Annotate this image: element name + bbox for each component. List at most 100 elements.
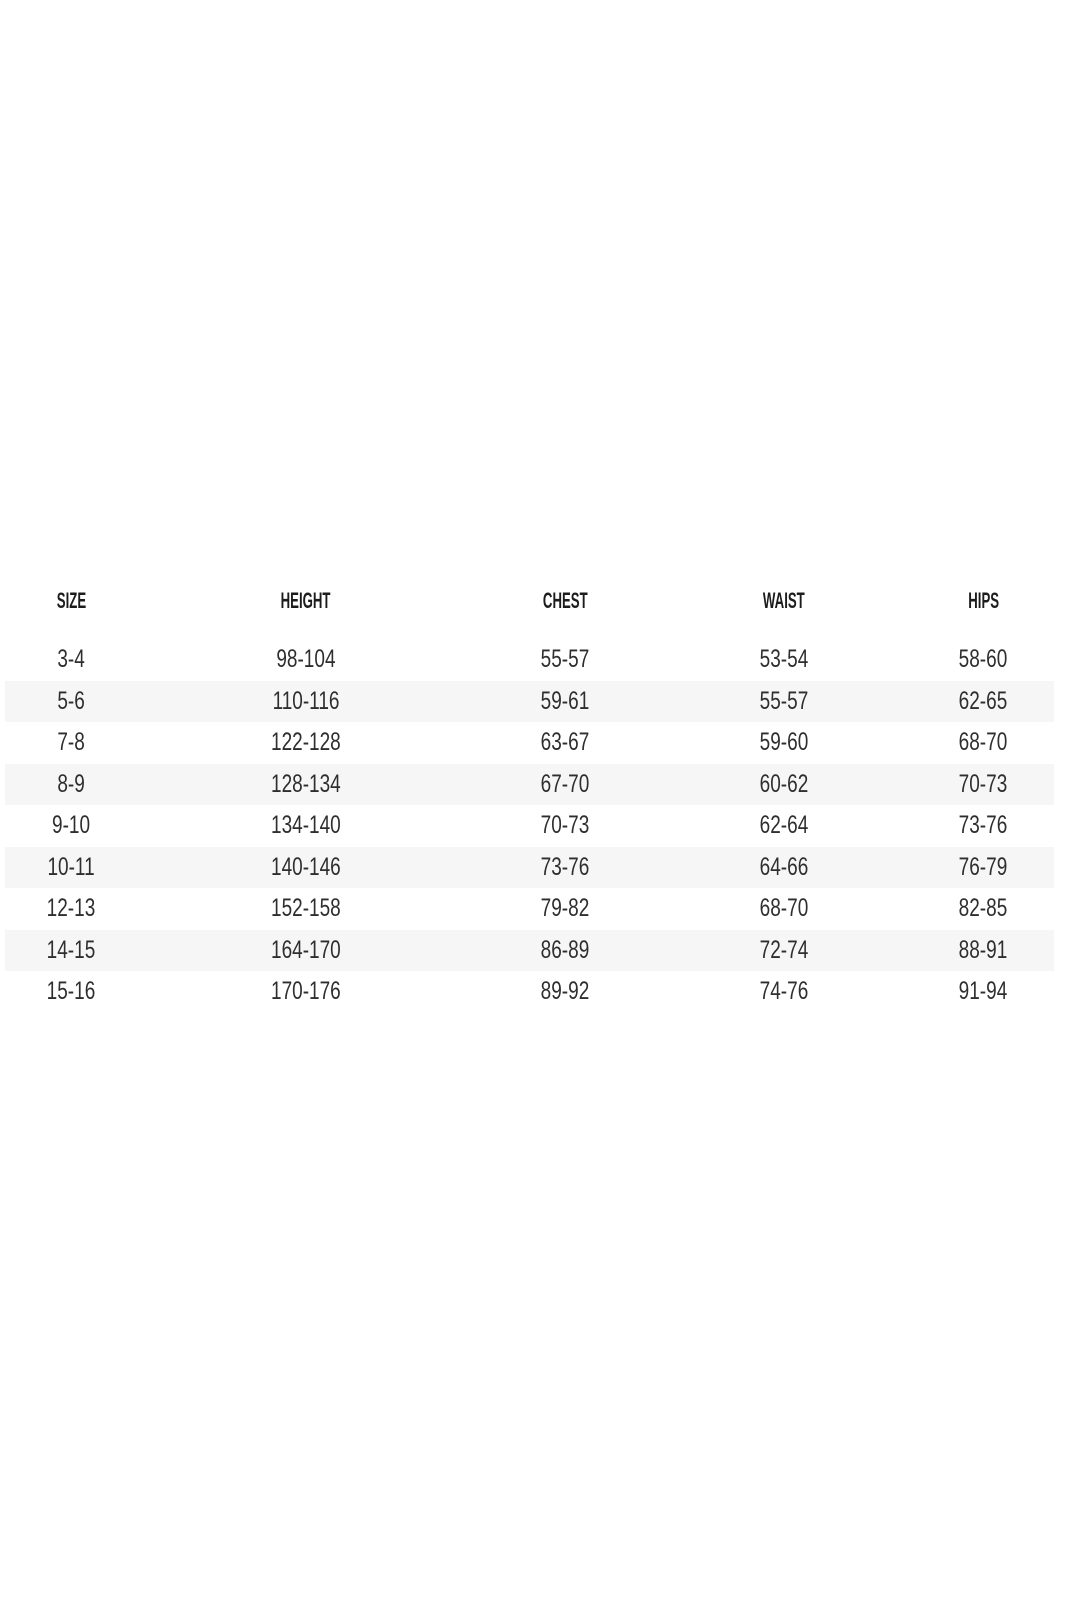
column-header-size-label: SIZE bbox=[56, 588, 86, 613]
cell-height-value: 122-128 bbox=[271, 728, 341, 757]
table-row: 12-13 152-158 79-82 68-70 82-85 bbox=[5, 888, 1054, 930]
cell-chest: 79-82 bbox=[475, 888, 655, 930]
cell-waist: 53-54 bbox=[655, 639, 912, 681]
column-header-chest-label: CHEST bbox=[542, 588, 588, 613]
cell-chest-value: 63-67 bbox=[540, 728, 590, 757]
size-chart-header: SIZE HEIGHT CHEST WAIST HIPS bbox=[5, 590, 1054, 639]
cell-height: 164-170 bbox=[137, 930, 475, 972]
cell-waist: 74-76 bbox=[655, 971, 912, 1013]
header-row: SIZE HEIGHT CHEST WAIST HIPS bbox=[5, 590, 1054, 639]
cell-waist-value: 60-62 bbox=[759, 769, 809, 798]
cell-height: 110-116 bbox=[137, 681, 475, 723]
cell-waist: 72-74 bbox=[655, 930, 912, 972]
cell-chest-value: 86-89 bbox=[540, 935, 590, 964]
cell-size-value: 7-8 bbox=[57, 728, 85, 757]
cell-height-value: 134-140 bbox=[271, 811, 341, 840]
cell-chest: 59-61 bbox=[475, 681, 655, 723]
cell-height-value: 128-134 bbox=[271, 769, 341, 798]
cell-hips: 73-76 bbox=[912, 805, 1054, 847]
cell-hips: 58-60 bbox=[912, 639, 1054, 681]
size-chart-body: 3-4 98-104 55-57 53-54 58-60 5-6 110-116… bbox=[5, 639, 1054, 1013]
cell-height-value: 140-146 bbox=[271, 852, 341, 881]
cell-hips: 91-94 bbox=[912, 971, 1054, 1013]
cell-hips-value: 91-94 bbox=[958, 977, 1008, 1006]
cell-hips-value: 62-65 bbox=[958, 686, 1008, 715]
cell-size: 7-8 bbox=[5, 722, 137, 764]
table-row: 9-10 134-140 70-73 62-64 73-76 bbox=[5, 805, 1054, 847]
cell-waist-value: 59-60 bbox=[759, 728, 809, 757]
cell-hips-value: 76-79 bbox=[958, 852, 1008, 881]
cell-waist: 55-57 bbox=[655, 681, 912, 723]
table-row: 15-16 170-176 89-92 74-76 91-94 bbox=[5, 971, 1054, 1013]
cell-waist-value: 64-66 bbox=[759, 852, 809, 881]
cell-size: 15-16 bbox=[5, 971, 137, 1013]
cell-waist: 59-60 bbox=[655, 722, 912, 764]
column-header-size: SIZE bbox=[5, 590, 137, 639]
cell-size: 3-4 bbox=[5, 639, 137, 681]
cell-chest-value: 89-92 bbox=[540, 977, 590, 1006]
cell-size-value: 8-9 bbox=[57, 769, 85, 798]
cell-hips-value: 82-85 bbox=[958, 894, 1008, 923]
cell-chest-value: 59-61 bbox=[540, 686, 590, 715]
cell-chest: 67-70 bbox=[475, 764, 655, 806]
table-row: 14-15 164-170 86-89 72-74 88-91 bbox=[5, 929, 1054, 972]
cell-chest-value: 55-57 bbox=[540, 645, 590, 674]
cell-size-value: 10-11 bbox=[47, 852, 95, 881]
cell-size-value: 3-4 bbox=[57, 645, 85, 674]
cell-hips: 88-91 bbox=[912, 930, 1054, 972]
cell-height-value: 170-176 bbox=[271, 977, 341, 1006]
column-header-chest: CHEST bbox=[475, 590, 655, 639]
table-row: 8-9 128-134 67-70 60-62 70-73 bbox=[5, 763, 1054, 806]
cell-size: 5-6 bbox=[5, 681, 137, 723]
cell-size: 9-10 bbox=[5, 805, 137, 847]
cell-size-value: 15-16 bbox=[46, 977, 96, 1006]
cell-waist: 64-66 bbox=[655, 847, 912, 889]
column-header-waist: WAIST bbox=[655, 590, 912, 639]
cell-waist: 68-70 bbox=[655, 888, 912, 930]
cell-chest-value: 73-76 bbox=[540, 852, 590, 881]
cell-waist: 62-64 bbox=[655, 805, 912, 847]
cell-size: 12-13 bbox=[5, 888, 137, 930]
cell-height: 128-134 bbox=[137, 764, 475, 806]
cell-hips: 68-70 bbox=[912, 722, 1054, 764]
cell-hips: 76-79 bbox=[912, 847, 1054, 889]
cell-hips: 70-73 bbox=[912, 764, 1054, 806]
cell-hips: 62-65 bbox=[912, 681, 1054, 723]
table-row: 5-6 110-116 59-61 55-57 62-65 bbox=[5, 680, 1054, 723]
cell-hips-value: 68-70 bbox=[958, 728, 1008, 757]
cell-size: 8-9 bbox=[5, 764, 137, 806]
cell-height-value: 152-158 bbox=[271, 894, 341, 923]
column-header-height: HEIGHT bbox=[137, 590, 475, 639]
cell-hips-value: 88-91 bbox=[958, 935, 1008, 964]
column-header-hips: HIPS bbox=[912, 590, 1054, 639]
cell-size-value: 9-10 bbox=[52, 811, 91, 840]
cell-hips-value: 73-76 bbox=[958, 811, 1008, 840]
cell-size-value: 14-15 bbox=[46, 935, 96, 964]
cell-chest: 89-92 bbox=[475, 971, 655, 1013]
column-header-hips-label: HIPS bbox=[967, 588, 999, 613]
cell-height-value: 98-104 bbox=[276, 645, 336, 674]
cell-size-value: 5-6 bbox=[57, 686, 85, 715]
cell-size: 14-15 bbox=[5, 930, 137, 972]
table-row: 10-11 140-146 73-76 64-66 76-79 bbox=[5, 846, 1054, 889]
column-header-height-label: HEIGHT bbox=[281, 588, 331, 613]
cell-chest: 63-67 bbox=[475, 722, 655, 764]
cell-waist-value: 53-54 bbox=[759, 645, 809, 674]
cell-chest-value: 70-73 bbox=[540, 811, 590, 840]
cell-waist-value: 68-70 bbox=[759, 894, 809, 923]
cell-height: 134-140 bbox=[137, 805, 475, 847]
cell-height: 152-158 bbox=[137, 888, 475, 930]
cell-waist-value: 72-74 bbox=[759, 935, 809, 964]
cell-size: 10-11 bbox=[5, 847, 137, 889]
size-chart-table: SIZE HEIGHT CHEST WAIST HIPS 3-4 98-104 … bbox=[5, 590, 1054, 1013]
cell-chest: 55-57 bbox=[475, 639, 655, 681]
cell-waist-value: 55-57 bbox=[759, 686, 809, 715]
cell-waist: 60-62 bbox=[655, 764, 912, 806]
size-chart-section: SIZE HEIGHT CHEST WAIST HIPS 3-4 98-104 … bbox=[5, 590, 1054, 1013]
cell-height: 140-146 bbox=[137, 847, 475, 889]
cell-height: 122-128 bbox=[137, 722, 475, 764]
cell-hips-value: 70-73 bbox=[958, 769, 1008, 798]
cell-chest: 73-76 bbox=[475, 847, 655, 889]
table-row: 7-8 122-128 63-67 59-60 68-70 bbox=[5, 722, 1054, 764]
